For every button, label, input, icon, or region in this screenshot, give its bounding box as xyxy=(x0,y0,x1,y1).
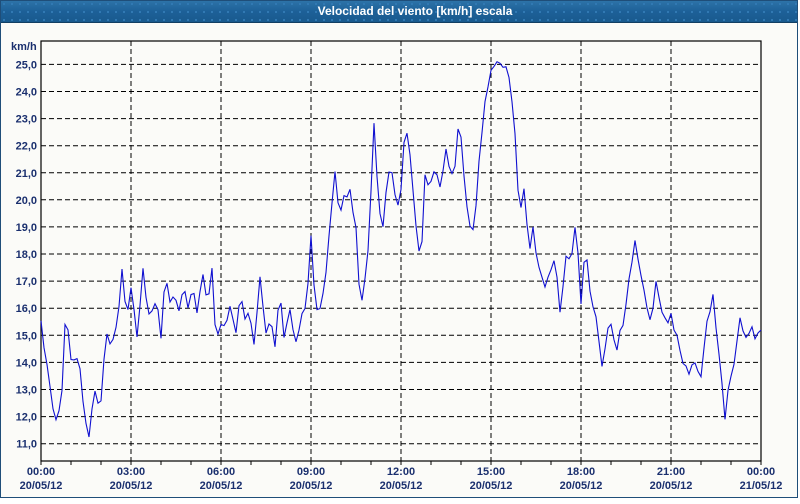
svg-text:24,0: 24,0 xyxy=(16,87,37,99)
svg-text:21/05/12: 21/05/12 xyxy=(740,480,783,492)
svg-text:20/05/12: 20/05/12 xyxy=(560,480,603,492)
svg-text:16,0: 16,0 xyxy=(16,303,37,315)
svg-text:km/h: km/h xyxy=(11,41,37,53)
svg-text:11,0: 11,0 xyxy=(16,439,37,451)
svg-text:00:00: 00:00 xyxy=(747,466,775,478)
svg-text:20/05/12: 20/05/12 xyxy=(380,480,423,492)
svg-text:21,0: 21,0 xyxy=(16,168,37,180)
svg-text:20/05/12: 20/05/12 xyxy=(110,480,153,492)
svg-text:20/05/12: 20/05/12 xyxy=(200,480,243,492)
svg-text:15,0: 15,0 xyxy=(16,330,37,342)
svg-text:12,0: 12,0 xyxy=(16,412,37,424)
svg-text:20/05/12: 20/05/12 xyxy=(470,480,513,492)
svg-text:12:00: 12:00 xyxy=(387,466,415,478)
svg-text:13,0: 13,0 xyxy=(16,385,37,397)
svg-text:20/05/12: 20/05/12 xyxy=(20,480,63,492)
svg-text:06:00: 06:00 xyxy=(207,466,235,478)
svg-text:09:00: 09:00 xyxy=(297,466,325,478)
svg-text:19,0: 19,0 xyxy=(16,222,37,234)
svg-text:18:00: 18:00 xyxy=(567,466,595,478)
svg-text:14,0: 14,0 xyxy=(16,357,37,369)
svg-text:23,0: 23,0 xyxy=(16,114,37,126)
svg-text:25,0: 25,0 xyxy=(16,59,37,71)
svg-text:17,0: 17,0 xyxy=(16,276,37,288)
svg-text:18,0: 18,0 xyxy=(16,249,37,261)
svg-text:20/05/12: 20/05/12 xyxy=(650,480,693,492)
svg-text:22,0: 22,0 xyxy=(16,141,37,153)
svg-text:00:00: 00:00 xyxy=(27,466,55,478)
svg-text:03:00: 03:00 xyxy=(117,466,145,478)
svg-text:20,0: 20,0 xyxy=(16,195,37,207)
svg-text:20/05/12: 20/05/12 xyxy=(290,480,333,492)
svg-text:21:00: 21:00 xyxy=(657,466,685,478)
svg-text:15:00: 15:00 xyxy=(477,466,505,478)
